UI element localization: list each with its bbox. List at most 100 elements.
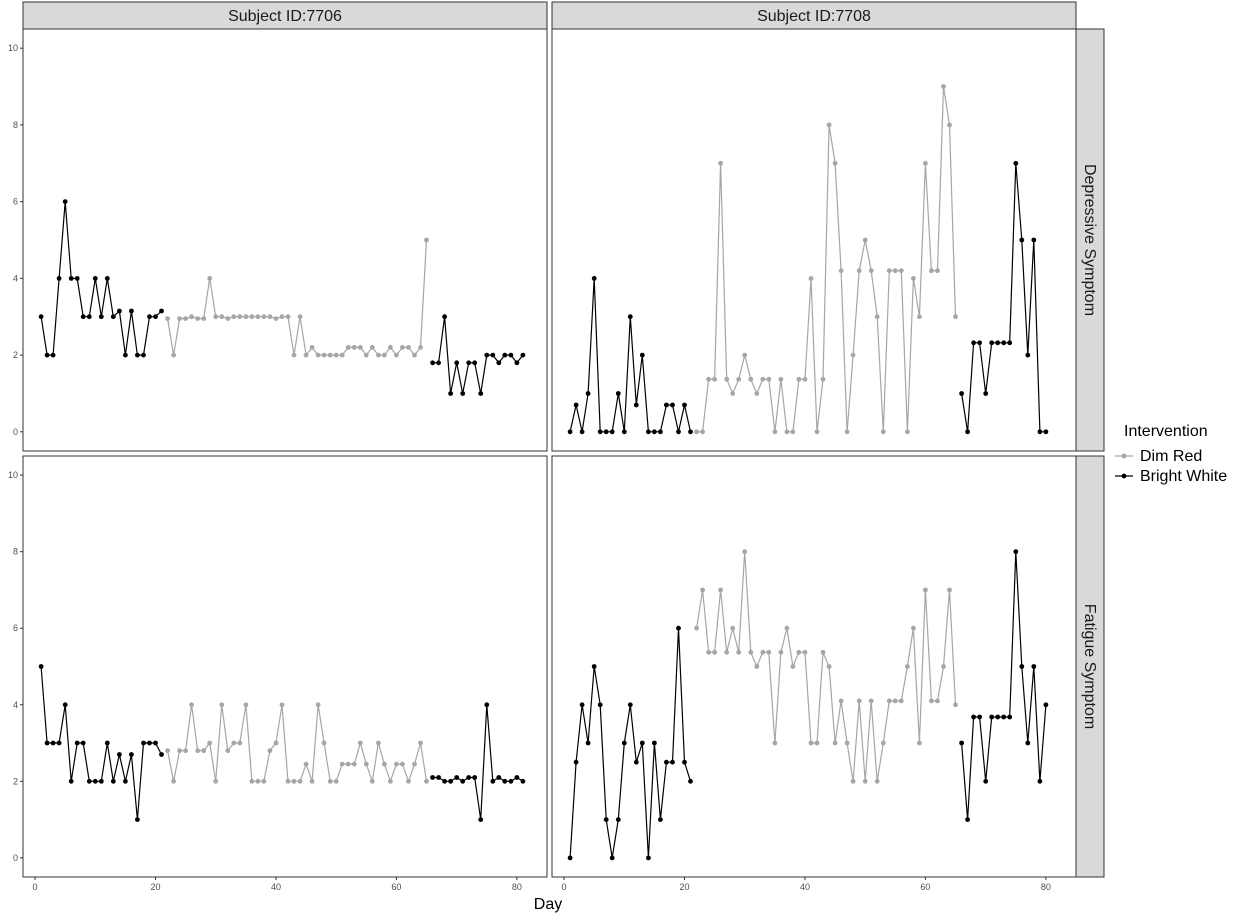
data-point-bright-white: [490, 778, 496, 784]
data-point-dim-red: [886, 268, 892, 274]
data-point-bright-white: [965, 817, 970, 822]
data-point-dim-red: [351, 761, 357, 767]
data-point-dim-red: [333, 778, 339, 784]
data-point-dim-red: [880, 740, 886, 746]
data-point-bright-white: [80, 740, 86, 746]
data-point-dim-red: [249, 314, 255, 320]
data-point-dim-red: [790, 429, 796, 435]
data-point-bright-white: [977, 340, 982, 346]
data-point-dim-red: [339, 761, 345, 767]
data-point-dim-red: [418, 345, 423, 350]
data-point-dim-red: [790, 664, 796, 669]
legend-label-dim-red: Dim Red: [1140, 448, 1202, 465]
data-point-bright-white: [454, 360, 460, 366]
x-tick-label: 40: [271, 882, 281, 892]
data-point-bright-white: [44, 740, 50, 746]
data-point-dim-red: [917, 740, 922, 746]
data-point-bright-white: [567, 429, 573, 435]
data-point-dim-red: [766, 649, 772, 655]
data-point-dim-red: [171, 352, 177, 358]
data-point-dim-red: [255, 778, 261, 784]
data-point-bright-white: [603, 817, 609, 822]
data-point-bright-white: [508, 778, 514, 784]
data-point-bright-white: [591, 276, 597, 281]
data-point-dim-red: [844, 429, 850, 435]
series-line-dim-red: [167, 704, 428, 784]
data-point-bright-white: [965, 429, 970, 435]
data-point-bright-white: [135, 817, 140, 822]
data-point-dim-red: [285, 314, 291, 320]
legend-key-bright-white-point: [1121, 473, 1127, 479]
data-point-bright-white: [496, 360, 502, 366]
data-point-dim-red: [802, 649, 808, 655]
data-point-bright-white: [141, 352, 146, 358]
data-point-bright-white: [1025, 740, 1031, 746]
data-point-bright-white: [135, 352, 140, 358]
data-point-bright-white: [110, 314, 116, 320]
data-point-dim-red: [231, 314, 237, 320]
data-point-bright-white: [989, 340, 995, 346]
data-point-dim-red: [189, 314, 195, 320]
data-point-bright-white: [1007, 340, 1013, 346]
data-point-dim-red: [862, 778, 868, 784]
data-point-dim-red: [838, 268, 844, 274]
data-point-dim-red: [868, 698, 874, 704]
data-point-dim-red: [856, 268, 862, 274]
y-tick-label: 8: [13, 120, 18, 130]
data-point-bright-white: [633, 759, 639, 765]
data-point-dim-red: [363, 352, 369, 358]
data-point-bright-white: [1025, 352, 1031, 358]
data-point-bright-white: [688, 429, 693, 435]
data-point-dim-red: [369, 778, 375, 784]
y-tick-label: 4: [13, 273, 18, 283]
x-tick-label: 0: [33, 882, 38, 892]
data-point-bright-white: [520, 352, 526, 358]
data-point-dim-red: [808, 740, 814, 746]
data-point-dim-red: [261, 778, 267, 784]
data-point-dim-red: [874, 778, 880, 784]
data-point-dim-red: [953, 314, 958, 320]
data-point-bright-white: [615, 817, 621, 822]
data-point-bright-white: [1031, 237, 1037, 243]
y-tick-label: 0: [13, 427, 18, 437]
legend-label-bright-white: Bright White: [1140, 468, 1227, 485]
data-point-bright-white: [1001, 714, 1007, 720]
data-point-bright-white: [615, 391, 621, 396]
data-point-bright-white: [98, 778, 104, 784]
data-point-dim-red: [273, 740, 279, 746]
y-tick-label: 0: [13, 853, 18, 863]
data-point-bright-white: [496, 775, 502, 780]
panel-frame-r1-c0: [22, 455, 548, 878]
data-point-bright-white: [104, 276, 110, 281]
data-point-dim-red: [905, 429, 910, 435]
data-point-dim-red: [898, 268, 904, 274]
data-point-dim-red: [941, 84, 946, 89]
data-point-bright-white: [50, 740, 56, 746]
y-tick-label: 10: [8, 470, 18, 480]
data-point-dim-red: [376, 740, 381, 746]
data-point-dim-red: [784, 625, 790, 631]
data-point-dim-red: [279, 314, 285, 320]
data-point-dim-red: [183, 316, 189, 321]
data-point-dim-red: [892, 698, 898, 704]
data-point-dim-red: [778, 649, 784, 655]
data-point-dim-red: [838, 698, 844, 704]
data-point-dim-red: [279, 702, 285, 708]
data-point-bright-white: [1043, 429, 1049, 435]
data-point-bright-white: [466, 360, 472, 366]
data-point-bright-white: [983, 391, 989, 396]
data-point-bright-white: [646, 855, 651, 861]
data-point-dim-red: [285, 778, 291, 784]
data-point-bright-white: [74, 276, 80, 281]
data-point-bright-white: [74, 740, 80, 746]
data-point-bright-white: [995, 340, 1001, 346]
data-point-dim-red: [850, 778, 856, 784]
data-point-dim-red: [760, 649, 766, 655]
panel-frame-r1-c1: [551, 455, 1077, 878]
data-point-dim-red: [814, 429, 820, 435]
data-point-bright-white: [520, 778, 526, 784]
data-point-dim-red: [207, 740, 213, 746]
data-point-bright-white: [454, 775, 460, 780]
data-point-dim-red: [406, 778, 411, 784]
data-point-dim-red: [376, 352, 381, 358]
